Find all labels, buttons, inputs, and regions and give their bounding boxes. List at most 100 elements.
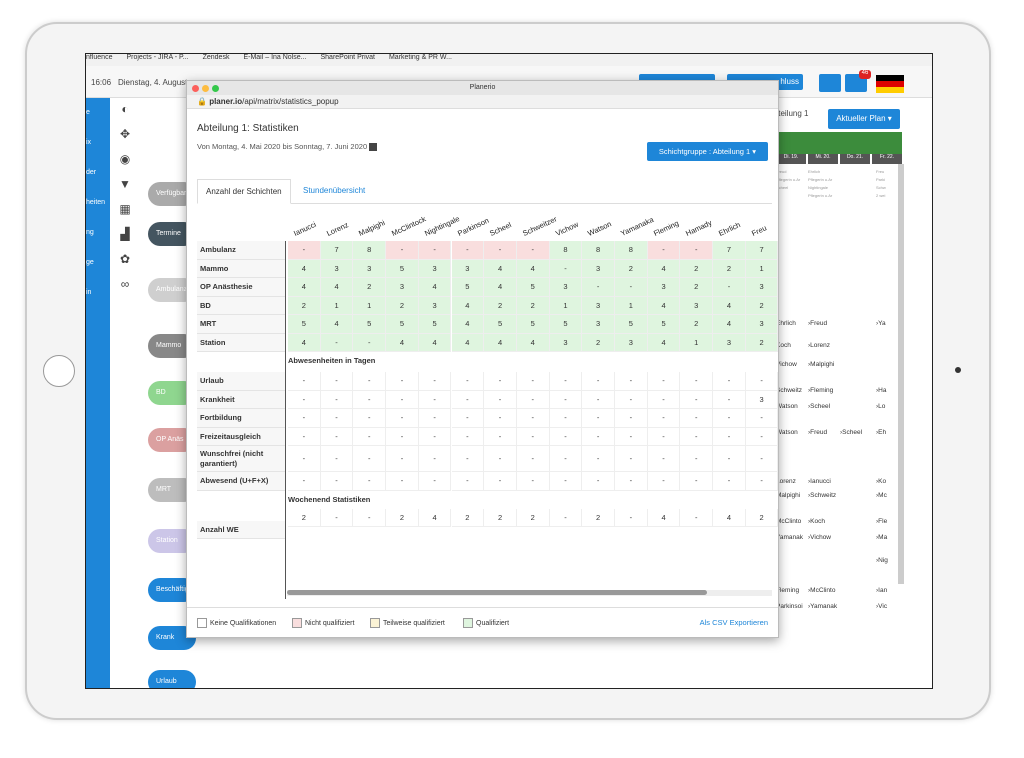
calendar-entry[interactable]: Pflegerin u.Ar — [808, 177, 833, 182]
close-window-icon[interactable] — [192, 85, 199, 92]
table-cell: - — [418, 427, 452, 446]
calendar-entry[interactable]: 2 wei — [876, 193, 886, 198]
calendar-entry[interactable]: Nightingale — [808, 185, 829, 190]
calendar-scrollbar[interactable] — [898, 164, 904, 584]
section-title: Abwesenheiten in Tagen — [288, 356, 376, 365]
table-cell: 1 — [615, 296, 648, 315]
bookmark-item[interactable]: Marketing & PR W... — [388, 54, 452, 61]
calendar-entry[interactable]: Schw — [876, 185, 886, 190]
legend-pill[interactable]: Urlaub — [148, 670, 196, 688]
sidebar-item[interactable]: der — [86, 169, 97, 176]
table-cell: 4 — [451, 296, 485, 315]
calendar-entry[interactable]: ›Vic — [876, 603, 888, 610]
calendar-entry[interactable]: ›Lo — [876, 403, 886, 410]
column-header-name: Nightingale — [422, 213, 461, 238]
calendar-entry[interactable]: ›Eh — [876, 429, 887, 436]
calendar-entry[interactable]: Lorenz — [776, 478, 796, 485]
row-label: MRT — [197, 315, 285, 334]
calendar-entry[interactable]: Scheel — [776, 185, 789, 190]
calendar-entry[interactable]: McClinto — [776, 518, 802, 525]
bookmark-item[interactable]: Zendesk — [202, 54, 230, 61]
link-icon[interactable]: ∞ — [120, 277, 130, 291]
calendar-entry[interactable]: ›Koch — [808, 518, 825, 525]
minimize-window-icon[interactable] — [202, 85, 209, 92]
calendar-entry[interactable]: Fleming — [776, 587, 800, 594]
calendar-entry[interactable]: ›Freud — [808, 320, 828, 327]
calendar-entry[interactable]: Malpighi — [776, 492, 801, 499]
table-cell: 4 — [713, 315, 746, 334]
tab-hours-overview[interactable]: Stundenübersicht — [303, 186, 366, 195]
table-cell: - — [582, 372, 615, 391]
flag-de-icon[interactable] — [876, 75, 904, 93]
eye-icon[interactable]: ◉ — [119, 152, 131, 166]
calendar-entry[interactable]: Yamanak — [776, 534, 803, 541]
calendar-entry[interactable]: ›Scheel — [808, 403, 831, 410]
bookmark-item[interactable]: nfluence — [86, 54, 113, 61]
column-header-name: Parkinson — [455, 215, 490, 238]
calendar-entry[interactable]: ›Freud — [808, 429, 828, 436]
table-cell: 4 — [418, 333, 452, 352]
chart-icon[interactable]: ▟ — [120, 227, 130, 241]
calendar-entry[interactable]: Parki — [876, 177, 886, 182]
calendar-entry[interactable]: ›Lorenz — [808, 342, 831, 349]
calendar-entry[interactable]: ›Ya — [876, 320, 886, 327]
calendar-entry[interactable]: ›Nig — [876, 557, 888, 564]
column-header-name: Ehrlich — [717, 220, 742, 238]
current-plan-button[interactable]: Aktueller Plan ▾ — [828, 109, 900, 129]
calendar-entry[interactable]: ›Schweitz — [808, 492, 837, 499]
calendar-entry[interactable]: ›Fleming — [808, 387, 834, 394]
bookmark-item[interactable]: E-Mail – Ina Nolse... — [243, 54, 307, 61]
phone-icon[interactable] — [819, 74, 841, 92]
horizontal-scrollbar[interactable] — [287, 590, 772, 596]
calendar-entry[interactable]: ›Malpighi — [808, 361, 835, 368]
table-cell: - — [320, 409, 354, 428]
sidebar-item[interactable]: ge — [86, 259, 94, 266]
calendar-entry[interactable]: ›Yamanak — [808, 603, 838, 610]
calendar-entry[interactable]: ›Vichow — [808, 534, 832, 541]
sidebar-item[interactable]: e — [86, 109, 90, 116]
calendar-entry[interactable]: Schweitz — [776, 387, 803, 394]
calendar-entry[interactable]: Parkinsoi — [776, 603, 803, 610]
calendar-entry[interactable]: Freu — [876, 169, 885, 174]
calendar-entry[interactable]: ›McClinto — [808, 587, 836, 594]
calendar-entry[interactable]: ›Scheel — [840, 429, 863, 436]
calendar-entry[interactable]: Watson — [776, 429, 798, 436]
url-bar[interactable]: 🔒 planer.io/api/matrix/statistics_popup — [187, 95, 778, 109]
calendar-entry[interactable]: ›Ko — [876, 478, 887, 485]
calendar-entry[interactable]: Freud — [776, 169, 787, 174]
calendar-entry[interactable]: ›Fle — [876, 518, 888, 525]
expand-icon[interactable]: ✥ — [119, 127, 131, 141]
home-button[interactable] — [43, 355, 75, 387]
bookmark-item[interactable]: Projects - JIRA - P... — [126, 54, 189, 61]
calendar-entry[interactable]: Ehrlich — [776, 320, 796, 327]
shift-group-button[interactable]: Schichtgruppe : Abteilung 1 ▾ — [647, 142, 768, 161]
calendar-entry[interactable]: Vichow — [776, 361, 797, 368]
calendar-entry[interactable]: ›Mc — [876, 492, 887, 499]
table-cell: - — [582, 446, 615, 472]
calendar-entry[interactable]: Pflegerin u.Ar — [808, 193, 833, 198]
filter-icon[interactable]: ▼ — [119, 177, 131, 191]
calendar-entry[interactable]: Ehrlich — [808, 169, 821, 174]
sidebar-item[interactable]: heiten — [86, 199, 106, 206]
sidebar-item[interactable]: ng — [86, 229, 94, 236]
calendar-entry[interactable]: ›Ma — [876, 534, 888, 541]
calendar-entry[interactable]: ›Ha — [876, 387, 887, 394]
calendar-icon[interactable]: ▦ — [119, 202, 131, 216]
calendar-entry[interactable]: ›Ianucci — [808, 478, 831, 485]
sidebar-item[interactable]: ix — [86, 139, 92, 146]
tab-shift-count[interactable]: Anzahl der Schichten — [197, 179, 291, 204]
maximize-window-icon[interactable] — [212, 85, 219, 92]
palette-icon[interactable]: ✿ — [119, 252, 131, 266]
toggle-icon[interactable]: ◐ — [121, 102, 129, 116]
calendar-entry[interactable]: Koch — [776, 342, 791, 349]
table-cell: - — [320, 372, 354, 391]
scrollbar-thumb[interactable] — [287, 590, 707, 595]
sidebar-item[interactable]: in — [86, 289, 92, 296]
bookmark-item[interactable]: SharePoint Privat — [320, 54, 375, 61]
table-cell: 2 — [745, 508, 779, 527]
calendar-entry[interactable]: Watson — [776, 403, 798, 410]
csv-export-link[interactable]: Als CSV Exportieren — [699, 618, 768, 627]
edit-icon[interactable] — [369, 143, 378, 152]
calendar-entry[interactable]: Pflegerin u.Ar — [776, 177, 801, 182]
calendar-entry[interactable]: ›Ian — [876, 587, 888, 594]
